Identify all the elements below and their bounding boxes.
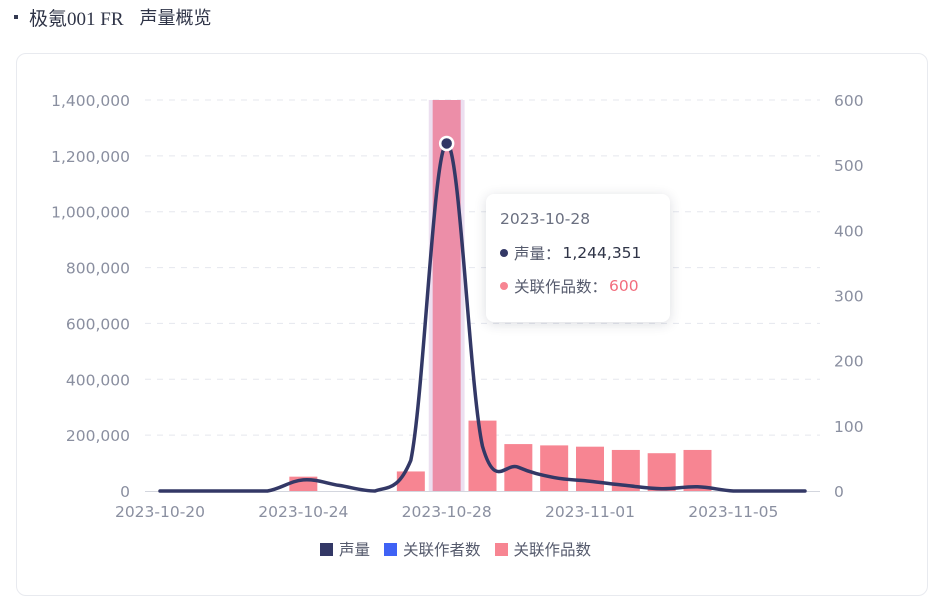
section-header: 极氪001 FR 声量概览 — [14, 4, 212, 30]
tooltip-label-works: 关联作品数： — [514, 278, 608, 296]
section-title: 声量概览 — [139, 8, 212, 29]
x-tick-label: 2023-10-20 — [115, 503, 205, 521]
x-tick-label: 2023-11-01 — [545, 503, 635, 521]
chart-card — [16, 53, 928, 596]
works-bar — [576, 446, 604, 491]
y-right-tick-label: 600 — [834, 92, 864, 110]
chart-legend: 声量 关联作者数 关联作品数 — [320, 538, 605, 560]
legend-label-works: 关联作品数 — [513, 541, 592, 559]
y-left-tick-label: 1,400,000 — [51, 92, 130, 110]
tooltip-row-works: 关联作品数： 600 — [500, 275, 656, 297]
legend-swatch-works — [494, 542, 508, 556]
y-left-tick-label: 1,000,000 — [51, 204, 130, 222]
y-left-tick-label: 0 — [120, 483, 130, 501]
y-right-tick-label: 400 — [834, 222, 864, 240]
works-bar — [540, 445, 569, 491]
y-left-tick-label: 600,000 — [66, 315, 130, 333]
tooltip-value-volume: 1,244,351 — [562, 244, 642, 262]
y-right-tick-label: 500 — [834, 157, 864, 175]
y-right-tick-label: 0 — [834, 483, 844, 501]
volume-line — [158, 141, 807, 493]
works-bar — [468, 420, 497, 491]
works-bar — [647, 453, 676, 491]
y-left-tick-label: 1,200,000 — [51, 148, 130, 166]
x-tick-label: 2023-11-05 — [688, 503, 778, 521]
volume-dot-icon — [500, 249, 508, 257]
legend-item-volume[interactable]: 声量 — [320, 538, 370, 560]
y-left-tick-label: 800,000 — [66, 260, 130, 278]
x-tick-label: 2023-10-24 — [258, 503, 348, 521]
y-left-tick-label: 400,000 — [66, 371, 130, 389]
tooltip-row-volume: 声量： 1,244,351 — [500, 242, 656, 264]
brand-title: 极氪001 FR — [29, 8, 124, 30]
y-right-tick-label: 300 — [834, 288, 864, 306]
legend-swatch-volume — [320, 542, 333, 556]
legend-label-volume: 声量 — [339, 541, 371, 559]
works-bar — [683, 449, 712, 491]
y-left-tick-label: 200,000 — [66, 427, 130, 445]
legend-swatch-authors — [384, 542, 398, 556]
legend-item-works[interactable]: 关联作品数 — [494, 538, 592, 560]
chart-tooltip: 2023-10-28 声量： 1,244,351 关联作品数： 600 — [486, 194, 670, 322]
tooltip-label-volume: 声量： — [514, 245, 561, 263]
volume-point-highlight — [438, 135, 455, 152]
header-bullet — [14, 15, 18, 19]
legend-label-authors: 关联作者数 — [403, 541, 481, 559]
works-bar — [396, 471, 425, 491]
legend-item-authors[interactable]: 关联作者数 — [384, 538, 481, 560]
y-right-tick-label: 100 — [834, 418, 864, 436]
x-tick-label: 2023-10-28 — [402, 503, 492, 521]
tooltip-value-works: 600 — [609, 277, 639, 295]
tooltip-date: 2023-10-28 — [500, 210, 591, 228]
y-right-tick-label: 200 — [834, 353, 864, 371]
works-dot-icon — [500, 282, 508, 290]
works-bar — [432, 100, 461, 491]
